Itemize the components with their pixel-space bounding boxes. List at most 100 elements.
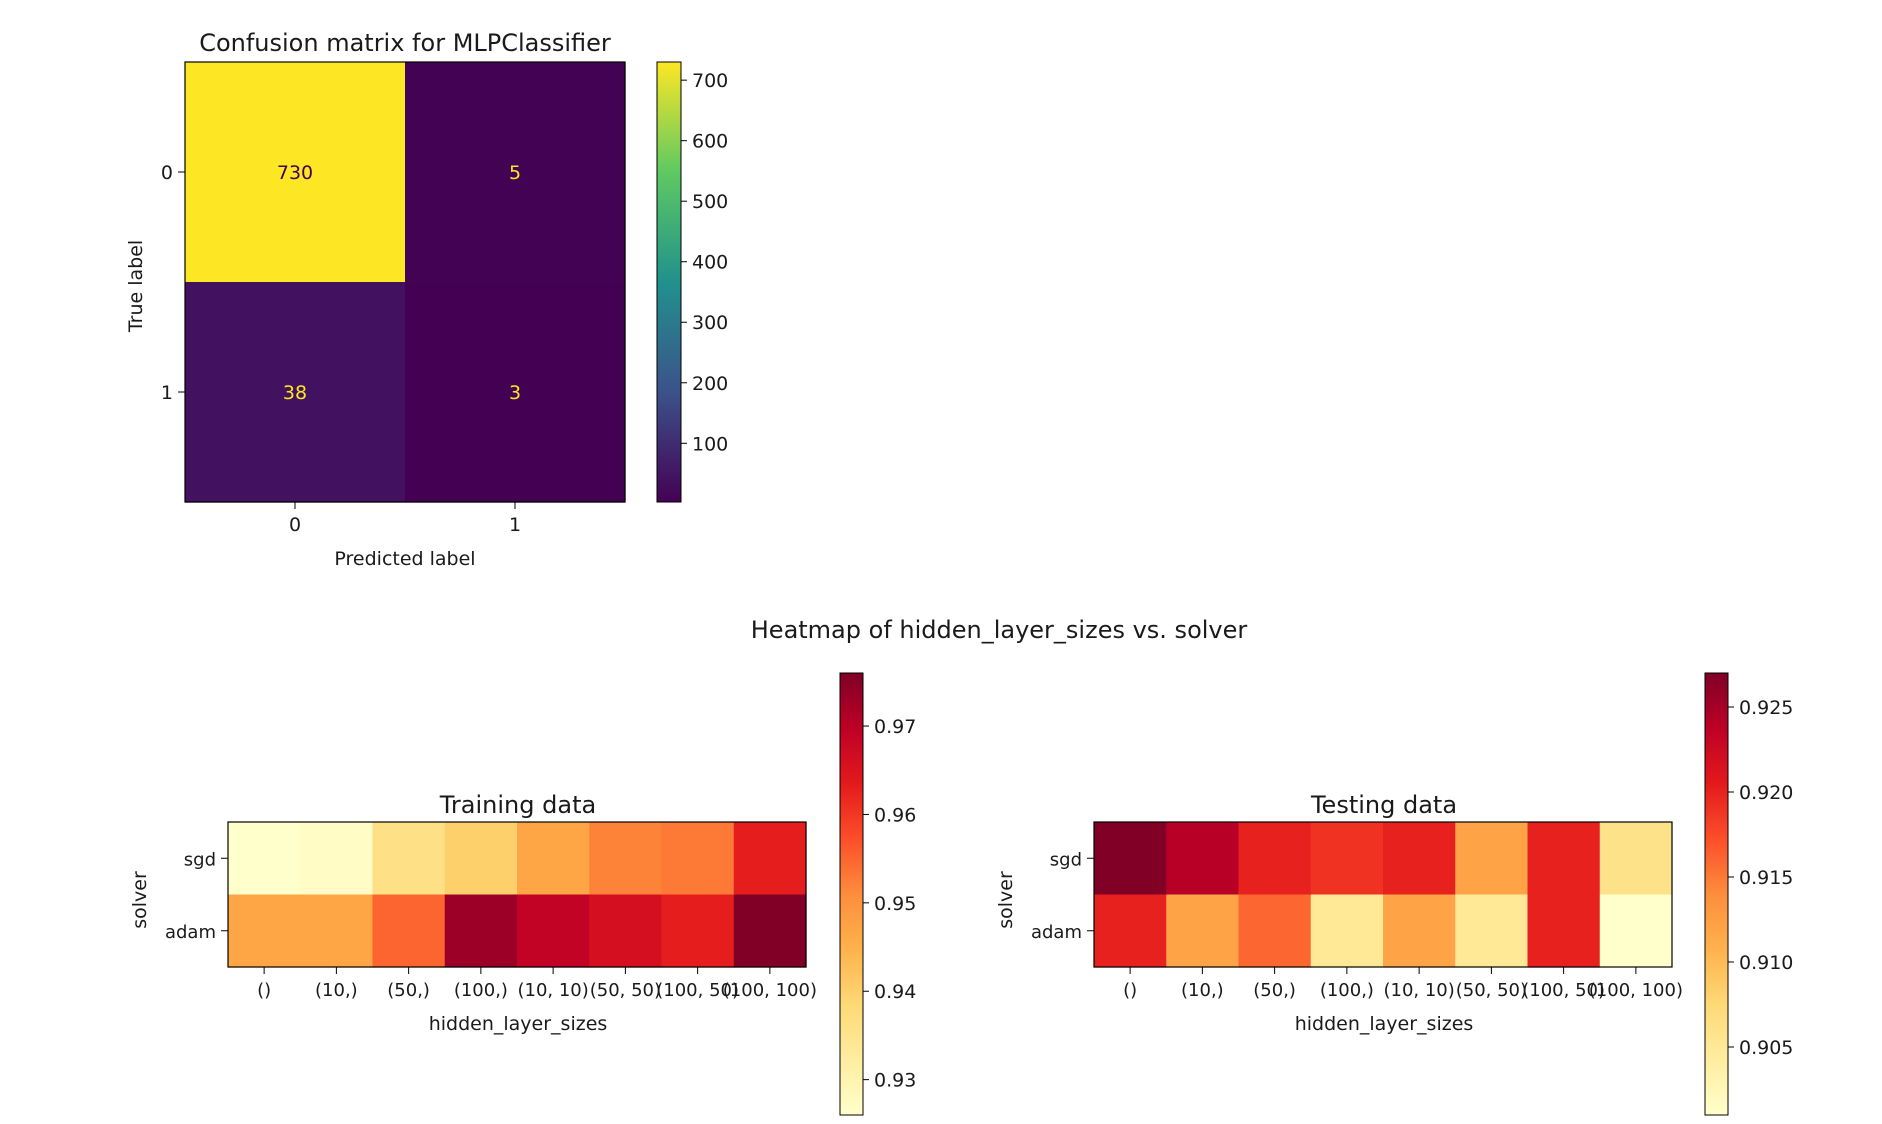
heatmap-cell xyxy=(517,894,590,968)
colorbar-tick-label: 500 xyxy=(692,191,728,213)
confusion-matrix-xlabel: Predicted label xyxy=(334,548,475,570)
heatmap-cell xyxy=(1599,894,1673,968)
heatmap-cell xyxy=(300,894,374,968)
confusion-matrix-axes: 0 1 0 1 xyxy=(161,61,626,536)
colorbar-gradient xyxy=(656,61,682,503)
colorbar-tick-label: 0.93 xyxy=(874,1070,916,1092)
heatmap-cell xyxy=(517,822,590,896)
colorbar-tick-label: 300 xyxy=(692,312,728,334)
plot-frame xyxy=(1093,821,1673,968)
cell-value-label: 38 xyxy=(283,382,307,404)
colorbar-tick-label: 0.915 xyxy=(1739,867,1793,889)
heatmap-cell xyxy=(733,894,807,968)
training-heatmap-axes: () (10,) (50,) (100,) (10, 10) (50, 50) (100, … xyxy=(165,821,817,1001)
heatmap-cell xyxy=(372,894,446,968)
colorbar-tick-label: 0.910 xyxy=(1739,952,1793,974)
y-tick-label: adam xyxy=(165,922,216,943)
figure-suptitle: Heatmap of hidden_layer_sizes vs. solver xyxy=(751,616,1248,644)
heatmap-cell xyxy=(1310,822,1384,896)
heatmap-cell xyxy=(1310,894,1384,968)
x-tick-label: () xyxy=(1123,980,1137,1001)
heatmap-cell xyxy=(1094,894,1167,968)
heatmap-cell xyxy=(1094,822,1167,896)
plot-frame xyxy=(227,821,807,968)
heatmap-cell xyxy=(733,822,807,896)
heatmap-cell xyxy=(1527,894,1601,968)
heatmap-cell xyxy=(228,822,301,896)
testing-heatmap-xlabel: hidden_layer_sizes xyxy=(1295,1013,1474,1035)
x-tick-label: (50,) xyxy=(387,980,430,1001)
y-tick-label: 0 xyxy=(161,162,173,184)
heatmap-cell xyxy=(1383,822,1456,896)
colorbar-tick-label: 200 xyxy=(692,373,728,395)
x-tick-label: (100,) xyxy=(454,980,508,1001)
heatmap-cell xyxy=(589,822,663,896)
y-tick-label: sgd xyxy=(1050,849,1082,870)
testing-heatmap-axes: () (10,) (50,) (100,) (10, 10) (50, 50)(100, … xyxy=(1031,821,1683,1001)
colorbar-tick-label: 100 xyxy=(692,433,728,455)
training-heatmap-cells xyxy=(228,822,807,968)
colorbar-tick-label: 0.97 xyxy=(874,716,916,738)
colorbar-tick-label: 600 xyxy=(692,131,728,153)
confusion-matrix-title: Confusion matrix for MLPClassifier xyxy=(199,29,611,57)
heatmap-cell xyxy=(661,822,735,896)
cell-value-label: 3 xyxy=(509,382,521,404)
heatmap-cell xyxy=(1383,894,1456,968)
heatmap-cell xyxy=(185,282,406,503)
heatmap-cell xyxy=(405,62,626,283)
heatmap-cell xyxy=(405,282,626,503)
heatmap-cell xyxy=(444,894,518,968)
testing-colorbar: 0.905 0.910 0.915 0.920 0.925 xyxy=(1704,672,1793,1116)
x-tick-label: (10,) xyxy=(315,980,358,1001)
colorbar-tick-label: 0.905 xyxy=(1739,1037,1793,1059)
y-tick-label: adam xyxy=(1031,922,1082,943)
colorbar-tick-label: 0.96 xyxy=(874,804,916,826)
colorbar-tick-label: 0.920 xyxy=(1739,782,1793,804)
colorbar-tick-label: 0.94 xyxy=(874,981,916,1003)
colorbar-tick-label: 400 xyxy=(692,252,728,274)
heatmap-cell xyxy=(228,894,301,968)
x-tick-label: () xyxy=(257,980,271,1001)
confusion-matrix-colorbar: 100 200 300 400 500 600 700 xyxy=(656,61,728,503)
testing-heatmap-cells xyxy=(1094,822,1673,968)
y-tick-label: sgd xyxy=(184,849,216,870)
training-heatmap-xlabel: hidden_layer_sizes xyxy=(429,1013,608,1035)
heatmap-cell xyxy=(1238,822,1312,896)
heatmap-cell xyxy=(300,822,374,896)
x-tick-label: 1 xyxy=(509,514,521,536)
heatmap-cell xyxy=(1166,822,1240,896)
x-tick-label: 0 xyxy=(289,514,301,536)
x-tick-label: (100, 100) xyxy=(723,980,817,1001)
x-tick-label: (50, 50) xyxy=(590,980,661,1001)
heatmap-cell xyxy=(1599,822,1673,896)
heatmap-cell xyxy=(185,62,406,283)
heatmap-cell xyxy=(661,894,735,968)
x-tick-label: (100, 100) xyxy=(1589,980,1683,1001)
heatmap-cell xyxy=(372,822,446,896)
x-tick-label: (100,) xyxy=(1320,980,1374,1001)
colorbar-gradient xyxy=(839,672,864,1116)
confusion-matrix-panel: Confusion matrix for MLPClassifier 730 5 3… xyxy=(125,29,728,570)
x-tick-label: (50, 50) xyxy=(1456,980,1527,1001)
confusion-matrix-cells: 730 5 38 3 xyxy=(185,62,626,503)
confusion-matrix-ylabel: True label xyxy=(125,240,147,333)
colorbar-tick-label: 0.95 xyxy=(874,893,916,915)
colorbar-gradient xyxy=(1704,672,1729,1116)
plot-frame xyxy=(184,61,626,503)
heatmap-cell xyxy=(1527,822,1601,896)
y-tick-label: 1 xyxy=(161,382,173,404)
x-tick-label: (10, 10) xyxy=(517,980,588,1001)
testing-heatmap-title: Testing data xyxy=(1310,791,1457,819)
colorbar-tick-label: 700 xyxy=(692,70,728,92)
colorbar-tick-label: 0.925 xyxy=(1739,697,1793,719)
x-tick-label: (50,) xyxy=(1253,980,1296,1001)
x-tick-label: (10, 10) xyxy=(1383,980,1454,1001)
training-colorbar: 0.93 0.94 0.95 0.96 0.97 xyxy=(839,672,916,1116)
heatmap-cell xyxy=(444,822,518,896)
training-heatmap-panel: Training data () (10,) (50,) (100,) (10, 10)… xyxy=(129,672,916,1116)
heatmap-cell xyxy=(1455,894,1529,968)
training-heatmap-ylabel: solver xyxy=(129,871,151,929)
heatmap-cell xyxy=(1238,894,1312,968)
testing-heatmap-panel: Testing data () (10,) (50,) (100,) (10, 10)(… xyxy=(995,672,1793,1116)
